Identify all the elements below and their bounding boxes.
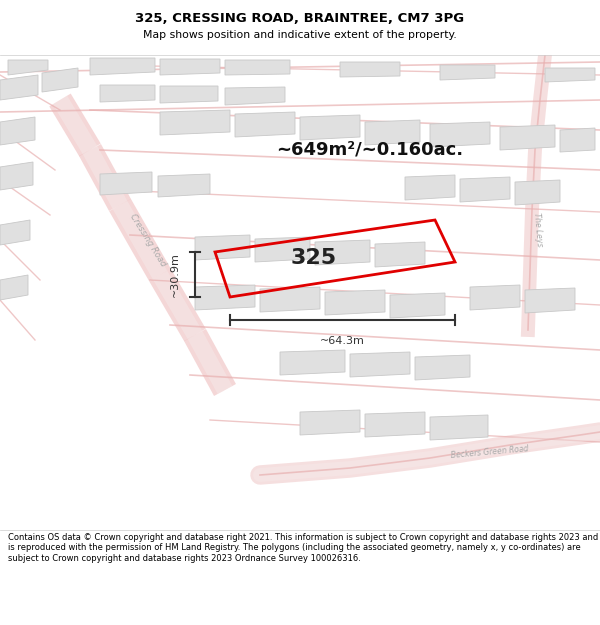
Polygon shape	[280, 350, 345, 375]
Text: Beckers Green Road: Beckers Green Road	[451, 444, 529, 460]
Polygon shape	[405, 175, 455, 200]
Polygon shape	[525, 288, 575, 313]
Polygon shape	[515, 180, 560, 205]
Polygon shape	[300, 115, 360, 140]
Polygon shape	[100, 85, 155, 102]
Polygon shape	[560, 128, 595, 152]
Polygon shape	[90, 58, 155, 75]
Polygon shape	[470, 285, 520, 310]
Polygon shape	[365, 120, 420, 145]
Polygon shape	[0, 275, 28, 300]
Polygon shape	[225, 60, 290, 75]
Text: Map shows position and indicative extent of the property.: Map shows position and indicative extent…	[143, 29, 457, 39]
Text: ~30.9m: ~30.9m	[170, 252, 180, 297]
Polygon shape	[8, 60, 48, 75]
Polygon shape	[42, 68, 78, 92]
Polygon shape	[315, 240, 370, 265]
Polygon shape	[390, 293, 445, 318]
Polygon shape	[440, 65, 495, 80]
Polygon shape	[0, 162, 33, 190]
Polygon shape	[350, 352, 410, 377]
Polygon shape	[430, 122, 490, 147]
Text: 325: 325	[290, 248, 337, 268]
Polygon shape	[460, 177, 510, 202]
Polygon shape	[430, 415, 488, 440]
Polygon shape	[0, 220, 30, 245]
Text: The Leys: The Leys	[532, 213, 544, 248]
Polygon shape	[158, 174, 210, 197]
Polygon shape	[375, 242, 425, 267]
Polygon shape	[0, 75, 38, 100]
Polygon shape	[160, 59, 220, 75]
Polygon shape	[235, 112, 295, 137]
Polygon shape	[195, 235, 250, 260]
Polygon shape	[415, 355, 470, 380]
Polygon shape	[255, 237, 310, 262]
Polygon shape	[160, 110, 230, 135]
Text: ~64.3m: ~64.3m	[320, 336, 365, 346]
Polygon shape	[260, 287, 320, 312]
Text: 325, CRESSING ROAD, BRAINTREE, CM7 3PG: 325, CRESSING ROAD, BRAINTREE, CM7 3PG	[136, 12, 464, 25]
Polygon shape	[340, 62, 400, 77]
Polygon shape	[225, 87, 285, 105]
Polygon shape	[545, 68, 595, 82]
Polygon shape	[325, 290, 385, 315]
Polygon shape	[100, 172, 152, 195]
Polygon shape	[195, 285, 255, 310]
Polygon shape	[160, 86, 218, 103]
Polygon shape	[500, 125, 555, 150]
Polygon shape	[300, 410, 360, 435]
Polygon shape	[365, 412, 425, 437]
Text: Cressing Road: Cressing Road	[128, 212, 168, 268]
Text: Contains OS data © Crown copyright and database right 2021. This information is : Contains OS data © Crown copyright and d…	[8, 533, 598, 562]
Text: ~649m²/~0.160ac.: ~649m²/~0.160ac.	[277, 141, 464, 159]
Polygon shape	[0, 117, 35, 145]
